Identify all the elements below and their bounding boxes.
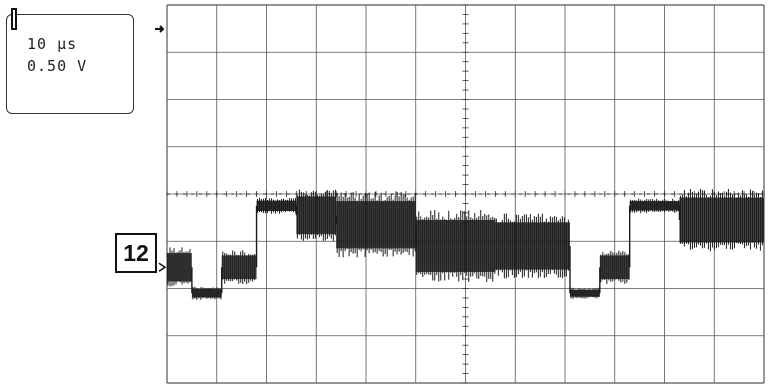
trace-segment [296,189,337,242]
trace-segment [569,287,600,299]
trace-segment [256,197,297,214]
settings-readout-box: 10 µs 0.50 V [6,14,134,114]
ground-reference-arrow-icon [158,262,167,272]
trace-segment [336,191,416,258]
trace-band [296,196,337,235]
trace-segment [191,286,222,300]
trace-segment [629,198,680,214]
trace-band [336,201,416,249]
trigger-position-arrow-icon [155,25,165,33]
signal-trace [167,188,764,300]
trace-segment [221,250,257,285]
trace-band [256,200,297,212]
timebase-readout: 10 µs [27,35,78,53]
trace-segment [167,247,192,287]
trace-band [415,219,496,272]
trace-segment [415,209,496,283]
trace-segment [495,213,570,279]
trace-segment [599,250,630,284]
channel-indicator-icon [11,8,17,30]
trace-segment [679,188,764,252]
screen-markers [155,25,762,272]
channel-label: 12 [115,233,157,273]
volts-per-div-readout: 0.50 V [27,57,88,75]
trace-band [679,197,764,243]
